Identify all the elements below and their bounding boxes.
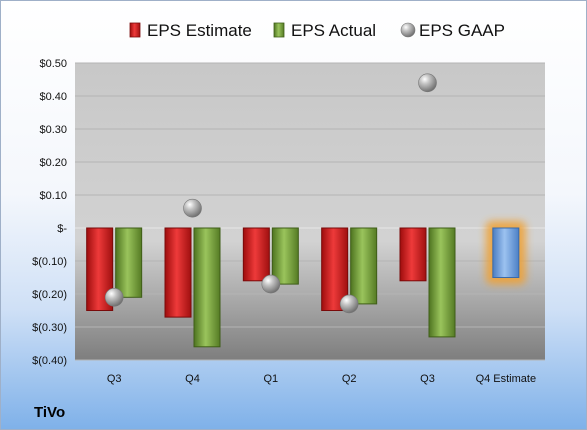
y-tick-label: $(0.20) — [32, 289, 67, 301]
legend-swatch-2 — [400, 22, 416, 38]
x-tick-label: Q2 — [342, 373, 357, 385]
x-tick-label: Q1 — [263, 373, 278, 385]
y-tick-label: $- — [57, 223, 67, 235]
forward-estimate-bar — [492, 227, 520, 278]
x-tick-label: Q4 Estimate — [476, 373, 537, 385]
gaap-marker — [339, 294, 359, 314]
legend-label: EPS Actual — [291, 21, 376, 40]
actual-bar — [350, 227, 378, 305]
gaap-marker — [418, 73, 437, 93]
legend-swatch-1 — [273, 22, 285, 38]
company-name: TiVo — [34, 404, 66, 421]
estimate-bar — [399, 227, 427, 282]
gaap-marker — [183, 198, 202, 218]
y-tick-label: $(0.10) — [32, 256, 67, 268]
y-tick-label: $0.20 — [39, 157, 67, 169]
gaap-marker — [104, 287, 124, 307]
legend-label: EPS Estimate — [147, 21, 252, 40]
y-tick-label: $0.30 — [39, 124, 67, 136]
actual-bar — [193, 227, 221, 348]
actual-bar — [428, 227, 456, 338]
y-tick-label: $0.40 — [39, 91, 67, 103]
actual-bar — [271, 227, 299, 285]
y-tick-label: $0.10 — [39, 190, 67, 202]
plot-area — [75, 63, 545, 360]
x-tick-label: Q3 — [420, 373, 435, 385]
x-tick-label: Q3 — [107, 373, 122, 385]
estimate-bar — [242, 227, 270, 282]
y-tick-label: $(0.30) — [32, 322, 67, 334]
gaap-marker — [261, 274, 281, 294]
y-tick-label: $0.50 — [39, 58, 67, 70]
estimate-bar — [164, 227, 192, 318]
y-tick-label: $(0.40) — [32, 355, 67, 367]
x-tick-label: Q4 — [185, 373, 200, 385]
legend-label: EPS GAAP — [419, 21, 505, 40]
estimate-bar — [321, 227, 349, 311]
legend-swatch-0 — [129, 22, 141, 38]
actual-bar — [115, 227, 143, 298]
